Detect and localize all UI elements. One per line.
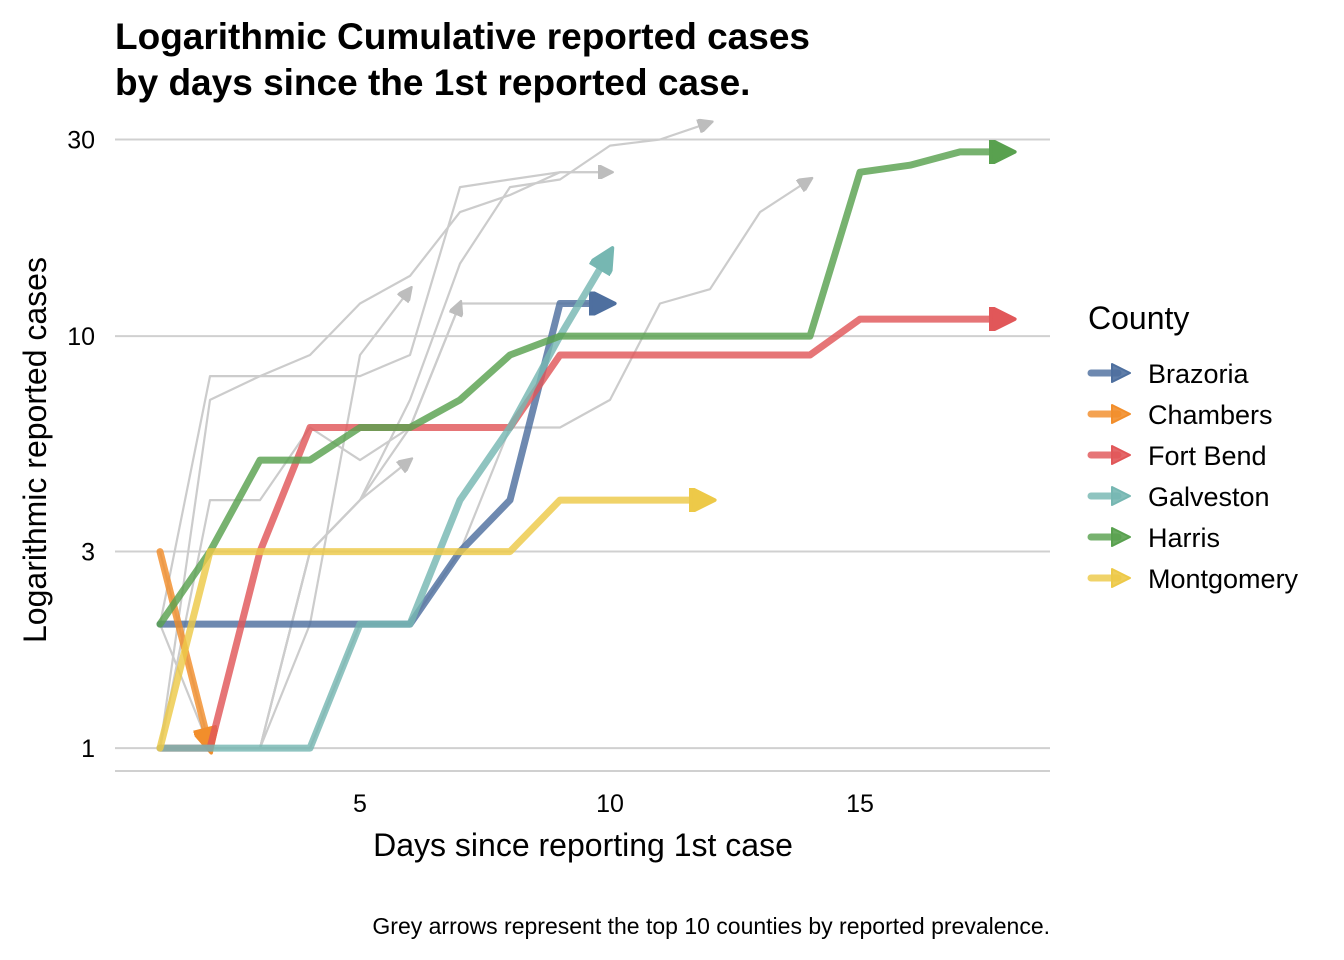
legend-key-arrow-icon xyxy=(1111,404,1131,424)
legend-key-arrow-icon xyxy=(1111,486,1131,506)
legend-label-brazoria: Brazoria xyxy=(1148,359,1250,389)
y-axis-ticks: 1 3 10 30 xyxy=(67,127,95,764)
legend-label-fort-bend: Fort Bend xyxy=(1148,441,1267,471)
legend-item-galveston: Galveston xyxy=(1087,482,1270,512)
chart-title-line-2: by days since the 1st reported case. xyxy=(115,62,750,103)
legend-key-arrow-icon xyxy=(1111,568,1131,588)
x-axis-ticks: 5 10 15 xyxy=(353,790,874,818)
legend-label-galveston: Galveston xyxy=(1148,482,1270,512)
x-tick-label: 15 xyxy=(846,790,874,818)
background-arrow xyxy=(158,172,610,749)
series-line-montgomery xyxy=(156,500,710,752)
legend-key-arrow-icon xyxy=(1111,527,1131,547)
chart-title-line-1: Logarithmic Cumulative reported cases xyxy=(115,16,810,57)
series-line-harris xyxy=(156,152,1010,628)
x-tick-label: 5 xyxy=(353,790,367,818)
y-tick-label: 1 xyxy=(81,735,95,763)
y-tick-label: 30 xyxy=(67,127,95,155)
legend-key-arrow-icon xyxy=(1111,445,1131,465)
y-tick-label: 10 xyxy=(67,323,95,351)
legend-item-montgomery: Montgomery xyxy=(1087,564,1299,594)
legend: County Brazoria Chambers Fort Bend Galvesto… xyxy=(1087,300,1299,594)
series-line-galveston xyxy=(156,252,610,752)
legend-item-chambers: Chambers xyxy=(1087,400,1273,430)
chart-caption: Grey arrows represent the top 10 countie… xyxy=(372,913,1050,939)
y-axis-title: Logarithmic reported cases xyxy=(17,257,53,643)
legend-label-harris: Harris xyxy=(1148,523,1220,553)
series-lines xyxy=(156,152,1010,752)
chart-title: Logarithmic Cumulative reported cases by… xyxy=(115,16,820,103)
background-arrow xyxy=(158,172,610,625)
legend-label-montgomery: Montgomery xyxy=(1148,564,1299,594)
legend-key-arrow-icon xyxy=(1111,363,1131,383)
y-tick-label: 3 xyxy=(81,539,95,567)
legend-item-fort-bend: Fort Bend xyxy=(1087,441,1267,471)
x-axis-title: Days since reporting 1st case xyxy=(373,827,793,863)
gridlines xyxy=(115,138,1050,750)
legend-item-brazoria: Brazoria xyxy=(1087,359,1250,389)
x-tick-label: 10 xyxy=(596,790,624,818)
series-line-fort-bend xyxy=(156,319,1010,752)
legend-title: County xyxy=(1088,300,1189,336)
background-arrow xyxy=(158,289,410,750)
legend-label-chambers: Chambers xyxy=(1148,400,1273,430)
background-arrow xyxy=(160,123,710,750)
background-arrows xyxy=(158,123,810,750)
legend-item-harris: Harris xyxy=(1087,523,1220,553)
